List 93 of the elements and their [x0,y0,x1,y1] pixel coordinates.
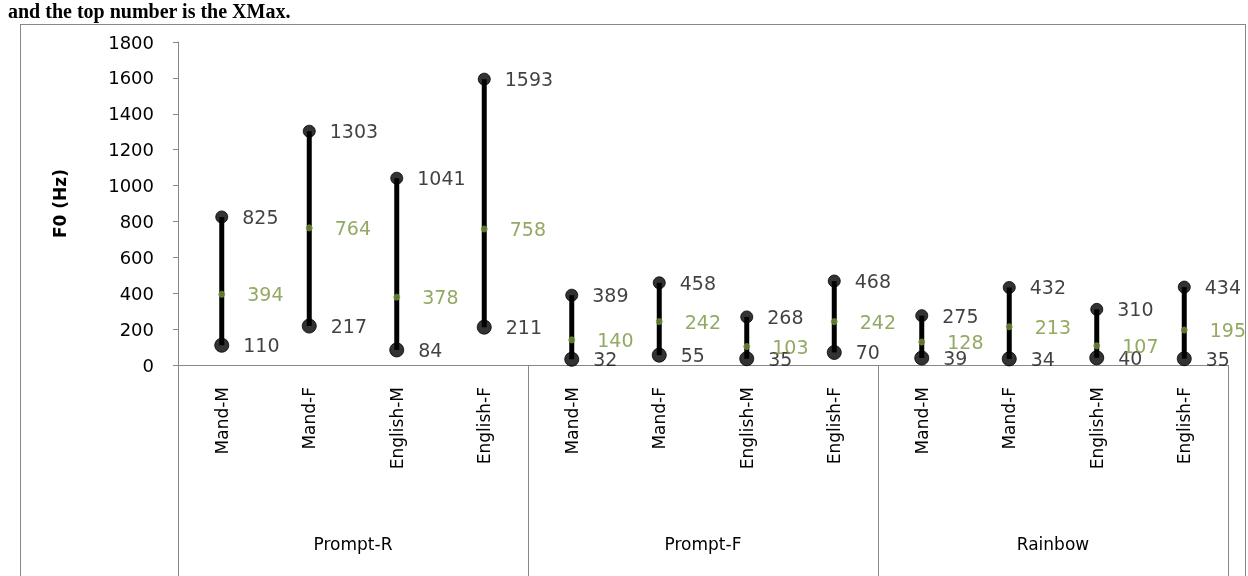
point [477,72,491,86]
data-label: 1303 [329,120,379,143]
data-label: 389 [592,284,629,307]
y-axis-title: F0 (Hz) [49,168,70,239]
y-tick-label: 1600 [108,67,154,89]
point [390,171,404,185]
data-label: 275 [942,304,979,327]
y-tick-label: 600 [119,246,154,268]
data-label: 211 [505,316,543,339]
point [1089,350,1105,366]
y-tick-label: 1800 [108,31,154,53]
point [739,351,755,367]
x-tick-label: English-F [1174,387,1195,465]
point [564,351,580,367]
x-tick-label: English-M [1086,387,1107,470]
data-label: 764 [334,216,372,239]
point [915,309,929,323]
point [1093,342,1101,350]
x-tick-label: Mand-M [911,387,932,455]
data-label: 34 [1030,347,1055,370]
data-label: 140 [597,328,634,351]
y-tick-label: 1400 [108,103,154,125]
text: and the top number is the XMax. [8,0,291,23]
x-tick-label: Mand-F [649,387,670,450]
x-tick-label: English-M [736,387,757,470]
data-label: 458 [679,271,717,294]
data-label: 217 [330,315,368,338]
x-tick-label: English-F [824,387,845,465]
point [218,290,226,298]
point [827,274,841,288]
x-tick-label: Mand-M [561,387,582,455]
data-label: 434 [1204,276,1242,299]
data-label: 110 [243,334,280,357]
data-label: 213 [1034,315,1072,338]
y-tick-label: 1200 [108,139,154,161]
data-label: 468 [854,270,892,293]
x-tick-label: English-M [386,387,407,470]
point [918,338,926,346]
data-label: 84 [418,338,443,361]
data-label: 195 [1209,319,1247,342]
point [1090,302,1104,316]
data-label: 1041 [417,167,466,190]
point [476,319,492,335]
point [1176,351,1192,367]
point [652,276,666,290]
y-tick-label: 200 [119,318,154,340]
data-label: 825 [242,205,279,228]
data-label: 758 [509,217,547,240]
point [301,318,317,334]
text: Prompt-F [663,534,743,554]
point [568,336,576,344]
point [215,210,229,224]
point [389,342,405,358]
y-tick-label: 800 [119,210,154,232]
point [1002,280,1016,294]
point [1005,323,1013,331]
point [830,318,838,326]
point [565,288,579,302]
data-label: 242 [684,310,722,333]
point [305,224,313,232]
data-label: 242 [859,310,897,333]
point [214,337,230,353]
point [655,318,663,326]
point [651,347,667,363]
data-label: 394 [247,283,284,306]
y-tick-label: 0 [142,354,154,376]
point [1001,351,1017,367]
data-label: 70 [855,341,880,364]
point [743,343,751,351]
data-label: 55 [680,344,705,367]
x-tick-label: English-F [474,387,495,465]
data-label: 1593 [504,68,554,91]
x-tick-label: Mand-F [999,387,1020,450]
data-label: 35 [1205,347,1230,370]
point [302,124,316,138]
text: Prompt-R [312,534,394,554]
point [826,344,842,360]
data-label: 378 [422,286,459,309]
y-tick-label: 400 [119,282,154,304]
point [393,293,401,301]
x-tick-label: Mand-M [211,387,232,455]
x-tick-label: Mand-F [299,387,320,450]
data-label: 32 [593,348,618,371]
data-label: 432 [1029,276,1067,299]
point [480,225,488,233]
point [914,350,930,366]
data-label: 310 [1117,298,1154,321]
point [1180,326,1188,334]
point [740,310,754,324]
point [1177,280,1191,294]
text: Rainbow [1015,534,1091,554]
data-label: 268 [767,305,804,328]
y-tick-label: 1000 [108,175,154,197]
